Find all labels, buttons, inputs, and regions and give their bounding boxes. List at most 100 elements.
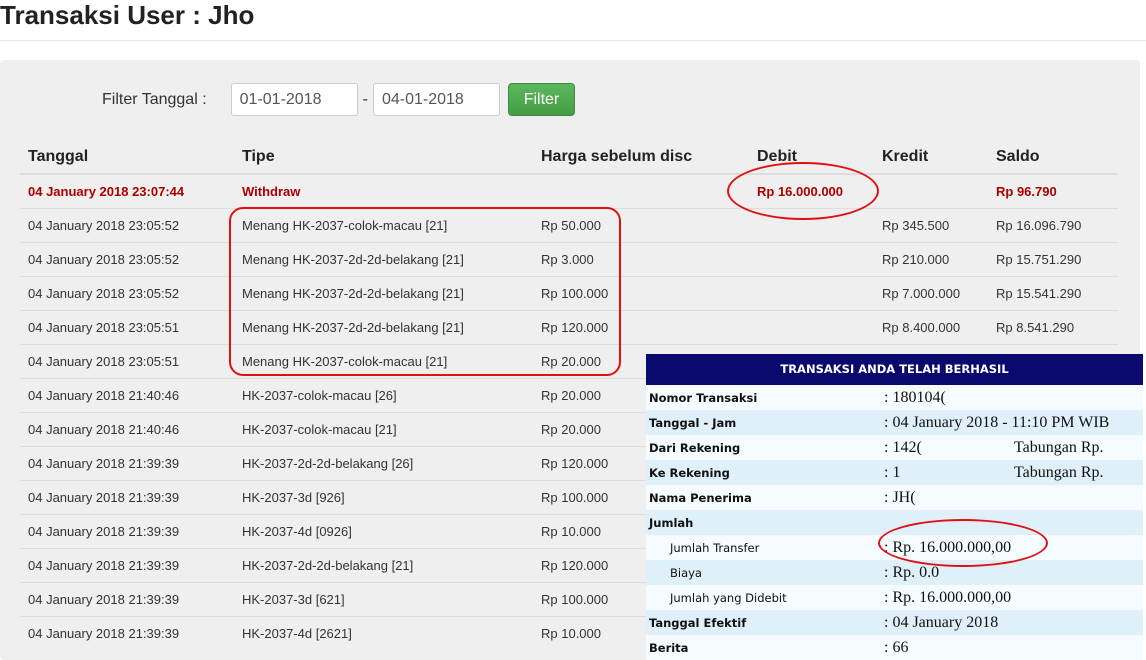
table-cell: Withdraw — [234, 173, 533, 208]
table-cell: Menang HK-2037-colok-macau [21] — [234, 343, 533, 378]
table-cell: 04 January 2018 21:39:39 — [20, 479, 234, 514]
table-cell: Rp 120.000 — [533, 309, 749, 344]
table-cell: 04 January 2018 21:39:39 — [20, 547, 234, 582]
table-cell: 04 January 2018 23:05:51 — [20, 309, 234, 344]
receipt-value: : 66 — [884, 639, 908, 657]
table-cell: Rp 210.000 — [874, 241, 988, 276]
receipt-account-type: Tabungan Rp. — [1014, 438, 1104, 456]
receipt-label: Ke Rekening — [649, 465, 730, 480]
receipt-value-text: : 180104( — [884, 388, 946, 406]
date-separator: - — [362, 90, 368, 108]
table-cell: HK-2037-colok-macau [26] — [234, 377, 533, 412]
receipt-label: Jumlah yang Didebit — [670, 590, 787, 605]
transfer-receipt: TRANSAKSI ANDA TELAH BERHASIL Nomor Tran… — [646, 354, 1143, 660]
receipt-value: : 04 January 2018 — [884, 614, 998, 632]
table-cell: 04 January 2018 23:05:52 — [20, 241, 234, 276]
table-cell: HK-2037-4d [0926] — [234, 513, 533, 548]
table-cell: 04 January 2018 21:39:39 — [20, 445, 234, 480]
table-cell: 04 January 2018 23:05:52 — [20, 207, 234, 242]
table-cell: 04 January 2018 21:39:39 — [20, 513, 234, 548]
table-row: 04 January 2018 23:07:44 Withdraw Rp 16.00… — [20, 173, 1118, 208]
table-cell: Rp 100.000 — [533, 275, 749, 310]
receipt-value-text: : Rp. 0.0 — [884, 563, 940, 581]
column-header: Saldo — [988, 140, 1118, 175]
receipt-value: : Rp. 16.000.000,00 — [884, 539, 1011, 557]
filter-button[interactable]: Filter — [507, 83, 575, 116]
date-from-input[interactable] — [230, 83, 358, 116]
receipt-label: Jumlah Transfer — [670, 540, 760, 555]
table-cell: Rp 16.000.000 — [749, 173, 874, 208]
receipt-row: Nomor Transaksi : 180104( — [646, 385, 1143, 410]
receipt-row: Jumlah — [646, 510, 1143, 535]
receipt-row: Biaya : Rp. 0.0 — [646, 560, 1143, 585]
table-cell: Rp 96.790 — [988, 173, 1118, 208]
receipt-account-type: Tabungan Rp. — [1014, 463, 1104, 481]
page-title: Transaksi User : Jho — [0, 0, 255, 30]
table-cell: HK-2037-2d-2d-belakang [21] — [234, 547, 533, 582]
column-header: Tipe — [234, 140, 533, 175]
table-cell — [749, 275, 874, 310]
table-cell: Rp 15.541.290 — [988, 275, 1118, 310]
table-cell — [533, 173, 749, 208]
divider — [0, 40, 1146, 41]
receipt-row: Ke Rekening : 1 Tabungan Rp. — [646, 460, 1143, 485]
table-cell: HK-2037-3d [621] — [234, 581, 533, 616]
table-cell: HK-2037-3d [926] — [234, 479, 533, 514]
table-cell — [749, 309, 874, 344]
receipt-value-text: : 04 January 2018 — [884, 613, 999, 631]
table-cell: HK-2037-colok-macau [21] — [234, 411, 533, 446]
receipt-value: : Rp. 16.000.000,00 — [884, 589, 1011, 607]
receipt-value-text: : 04 January 2018 - 11:10 PM WIB — [884, 413, 1110, 431]
table-cell — [874, 173, 988, 208]
receipt-label: Biaya — [670, 565, 702, 580]
table-cell: 04 January 2018 23:05:52 — [20, 275, 234, 310]
table-row: 04 January 2018 23:05:52 Menang HK-2037-2… — [20, 241, 1118, 276]
table-row: 04 January 2018 23:05:52 Menang HK-2037-2… — [20, 275, 1118, 310]
receipt-value: : 04 January 2018 - 11:10 PM WIB — [884, 414, 1109, 432]
table-cell: Menang HK-2037-2d-2d-belakang [21] — [234, 275, 533, 310]
receipt-row: Nama Penerima : JH( — [646, 485, 1143, 510]
table-cell: HK-2037-4d [2621] — [234, 615, 533, 650]
table-cell: Rp 16.096.790 — [988, 207, 1118, 242]
receipt-label: Nomor Transaksi — [649, 390, 758, 405]
table-cell: Menang HK-2037-colok-macau [21] — [234, 207, 533, 242]
table-cell: 04 January 2018 21:39:39 — [20, 581, 234, 616]
receipt-value: : JH( — [884, 489, 916, 507]
table-cell: Menang HK-2037-2d-2d-belakang [21] — [234, 309, 533, 344]
table-cell — [749, 241, 874, 276]
receipt-value-text: : Rp. 16.000.000,00 — [884, 538, 1012, 556]
table-cell: 04 January 2018 21:39:39 — [20, 615, 234, 650]
receipt-header: TRANSAKSI ANDA TELAH BERHASIL — [646, 354, 1143, 385]
table-cell: 04 January 2018 21:40:46 — [20, 377, 234, 412]
date-filter: Filter Tanggal : - Filter — [102, 83, 575, 116]
receipt-row: Jumlah Transfer : Rp. 16.000.000,00 — [646, 535, 1143, 560]
receipt-label: Dari Rekening — [649, 440, 741, 455]
receipt-value: : 180104( — [884, 389, 946, 407]
column-header: Debit — [749, 140, 874, 175]
filter-label: Filter Tanggal : — [102, 90, 207, 108]
receipt-value-text: : 1 — [884, 463, 901, 481]
receipt-value-text: : 142( — [884, 438, 922, 456]
table-cell — [749, 207, 874, 242]
receipt-value: : 1 Tabungan Rp. — [884, 463, 1104, 482]
receipt-label: Nama Penerima — [649, 490, 752, 505]
receipt-label: Berita — [649, 640, 689, 655]
receipt-row: Dari Rekening : 142( Tabungan Rp. — [646, 435, 1143, 460]
table-cell: Rp 8.400.000 — [874, 309, 988, 344]
receipt-value-text: : JH( — [884, 488, 916, 506]
receipt-row: Tanggal Efektif: 04 January 2018 — [646, 610, 1143, 635]
table-cell: Rp 50.000 — [533, 207, 749, 242]
table-cell: Rp 7.000.000 — [874, 275, 988, 310]
column-header: Kredit — [874, 140, 988, 175]
column-header: Tanggal — [20, 140, 234, 175]
receipt-row: Jumlah yang Didebit : Rp. 16.000.000,00 — [646, 585, 1143, 610]
table-cell: Rp 8.541.290 — [988, 309, 1118, 344]
receipt-row: Tanggal - Jam: 04 January 2018 - 11:10 P… — [646, 410, 1143, 435]
column-header: Harga sebelum disc — [533, 140, 749, 175]
table-cell: HK-2037-2d-2d-belakang [26] — [234, 445, 533, 480]
receipt-value-text: : 66 — [884, 638, 909, 656]
date-to-input[interactable] — [372, 83, 500, 116]
receipt-value: : Rp. 0.0 — [884, 564, 939, 582]
receipt-row: Berita : 66 — [646, 635, 1143, 660]
receipt-value-text: : Rp. 16.000.000,00 — [884, 588, 1012, 606]
